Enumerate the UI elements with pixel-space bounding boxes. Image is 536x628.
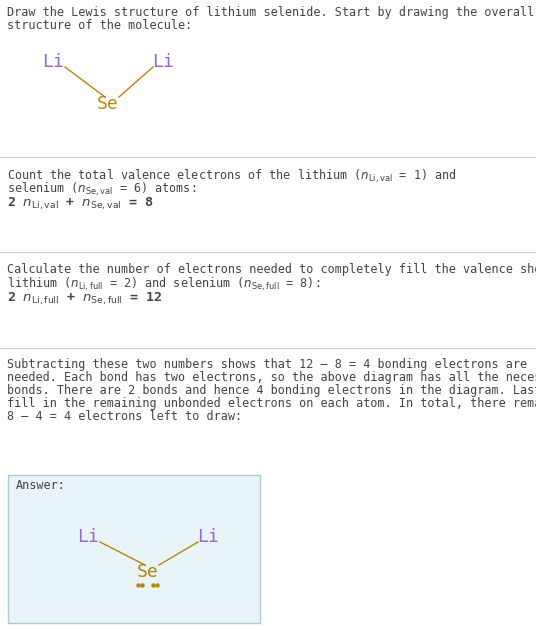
Text: lithium ($n_{\mathrm{Li,full}}$ = 2) and selenium ($n_{\mathrm{Se,full}}$ = 8):: lithium ($n_{\mathrm{Li,full}}$ = 2) and… — [7, 276, 321, 293]
Text: Se: Se — [97, 95, 119, 113]
Text: Calculate the number of electrons needed to completely fill the valence shells f: Calculate the number of electrons needed… — [7, 263, 536, 276]
FancyBboxPatch shape — [8, 475, 260, 623]
Text: Li: Li — [197, 528, 219, 546]
Text: 8 – 4 = 4 electrons left to draw:: 8 – 4 = 4 electrons left to draw: — [7, 410, 242, 423]
Text: needed. Each bond has two electrons, so the above diagram has all the necessary: needed. Each bond has two electrons, so … — [7, 371, 536, 384]
Text: Count the total valence electrons of the lithium ($n_{\mathrm{Li,val}}$ = 1) and: Count the total valence electrons of the… — [7, 168, 456, 185]
Text: Li: Li — [152, 53, 174, 71]
Text: Draw the Lewis structure of lithium selenide. Start by drawing the overall: Draw the Lewis structure of lithium sele… — [7, 6, 534, 19]
Text: Se: Se — [137, 563, 159, 581]
Text: fill in the remaining unbonded electrons on each atom. In total, there remain: fill in the remaining unbonded electrons… — [7, 397, 536, 410]
Text: structure of the molecule:: structure of the molecule: — [7, 19, 192, 32]
Text: selenium ($n_{\mathrm{Se,val}}$ = 6) atoms:: selenium ($n_{\mathrm{Se,val}}$ = 6) ato… — [7, 181, 196, 198]
Text: Li: Li — [42, 53, 64, 71]
Text: Li: Li — [77, 528, 99, 546]
Text: bonds. There are 2 bonds and hence 4 bonding electrons in the diagram. Lastly,: bonds. There are 2 bonds and hence 4 bon… — [7, 384, 536, 397]
Text: 2 $n_{\mathrm{Li,val}}$ + $n_{\mathrm{Se,val}}$ = 8: 2 $n_{\mathrm{Li,val}}$ + $n_{\mathrm{Se… — [7, 196, 154, 212]
Text: Answer:: Answer: — [16, 479, 66, 492]
Text: Subtracting these two numbers shows that 12 – 8 = 4 bonding electrons are: Subtracting these two numbers shows that… — [7, 358, 527, 371]
Text: 2 $n_{\mathrm{Li,full}}$ + $n_{\mathrm{Se,full}}$ = 12: 2 $n_{\mathrm{Li,full}}$ + $n_{\mathrm{S… — [7, 291, 162, 307]
